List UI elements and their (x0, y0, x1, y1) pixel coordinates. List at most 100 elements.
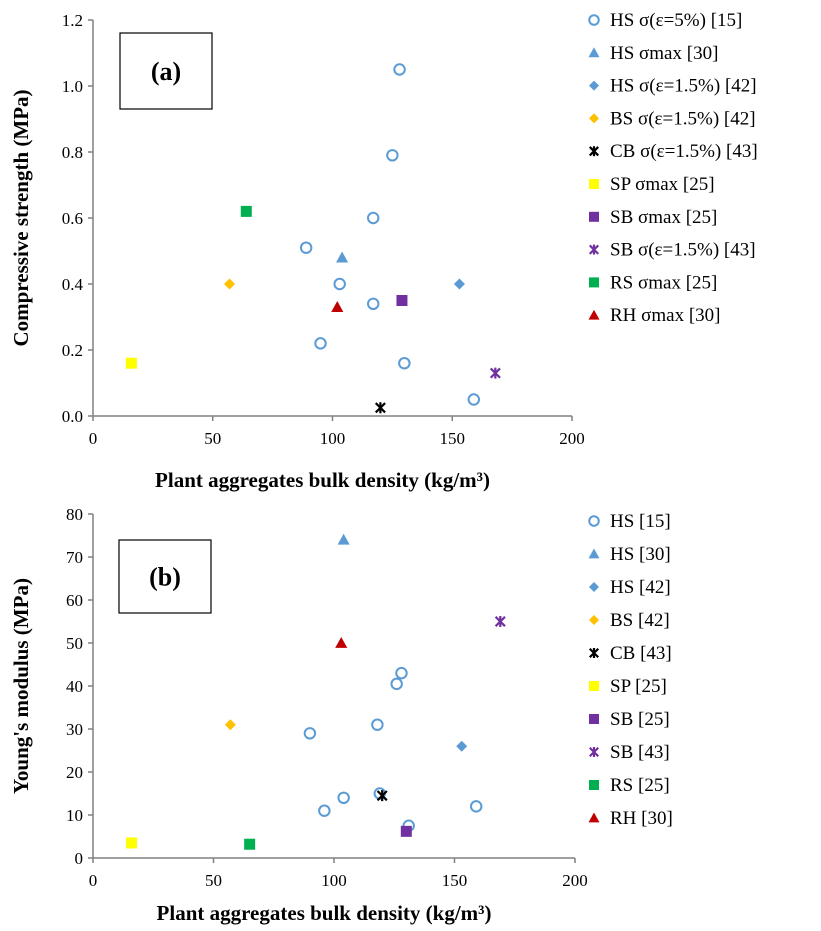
legend-marker (589, 80, 599, 91)
data-point (240, 205, 252, 217)
legend-marker (589, 615, 599, 625)
data-points (126, 533, 506, 850)
y-tick-label: 10 (66, 806, 83, 825)
legend-item: HS σ(ε=5%) [15] (588, 10, 742, 31)
panel-label-box (118, 539, 212, 614)
legend-marker (589, 582, 599, 592)
legend-label: HS σmax [30] (610, 43, 718, 64)
legend-item: SB σmax [25] (589, 207, 717, 228)
legend-label: RS [25] (610, 775, 670, 796)
y-tick-label: 0.4 (62, 275, 84, 294)
panel-label: (b) (149, 563, 181, 592)
x-tick-label: 150 (440, 429, 466, 448)
x-tick-label: 50 (204, 429, 221, 448)
data-point (224, 278, 236, 290)
panel-b: 0 10 20 30 40 50 60 70 80 0 50 100 150 200 Plant aggre… (9, 505, 673, 925)
y-tick-label: 0.6 (62, 209, 83, 228)
y-tick-label: 30 (66, 720, 83, 739)
legend-item: SP σmax [25] (589, 174, 715, 195)
data-point (299, 241, 313, 254)
legend-marker (588, 647, 600, 659)
legend-item: CB σ(ε=1.5%) [43] (588, 141, 758, 162)
data-point (456, 740, 468, 752)
legend-item: SB [25] (589, 709, 670, 730)
x-axis-title: Plant aggregates bulk density (kg/m³) (157, 901, 492, 925)
legend-item: BS σ(ε=1.5%) [42] (589, 108, 756, 129)
legend-marker (589, 714, 599, 724)
legend-marker (588, 146, 600, 157)
legend-label: RH [30] (610, 808, 673, 829)
legend-label: SP [25] (610, 676, 667, 697)
legend-marker (589, 179, 599, 189)
x-tick-label: 50 (205, 871, 222, 890)
data-point (314, 337, 327, 350)
legend-label: RH σmax [30] (610, 305, 721, 326)
data-point (224, 719, 236, 731)
legend-label: BS [42] (610, 610, 670, 631)
data-point (333, 277, 346, 291)
legend-label: HS [42] (610, 577, 671, 598)
x-tick-label: 150 (442, 871, 468, 890)
legend-label: SB [25] (610, 709, 670, 730)
legend-marker (589, 211, 599, 222)
legend-marker (588, 244, 600, 255)
legend-marker (589, 113, 599, 124)
legend-item: BS [42] (589, 610, 670, 631)
y-axis-title: Young's modulus (MPa) (9, 578, 33, 794)
data-point (396, 295, 408, 306)
panel-label: (a) (151, 57, 181, 86)
legend-marker (588, 515, 600, 527)
y-tick-label: 0.8 (62, 143, 83, 162)
y-tick-label: 1.2 (62, 11, 83, 30)
x-tick-label: 100 (320, 429, 346, 448)
legend-label: SP σmax [25] (610, 174, 715, 195)
y-tick-label: 0.0 (62, 407, 83, 426)
legend-marker (588, 47, 600, 58)
legend-item: HS [15] (588, 511, 671, 532)
data-points (125, 63, 501, 414)
legend-marker (589, 780, 599, 790)
y-tick-label: 70 (66, 548, 83, 567)
legend-label: HS σ(ε=5%) [15] (610, 10, 742, 31)
legend-item: HS σmax [30] (588, 43, 718, 64)
data-point (366, 211, 380, 225)
data-point (395, 666, 408, 680)
legend-item: SB [43] (588, 742, 670, 763)
data-point (126, 837, 138, 849)
legend-marker (588, 309, 600, 320)
data-point (318, 804, 331, 817)
data-point (337, 791, 350, 805)
legend-item: RS σmax [25] (589, 272, 717, 293)
panel-label-box (119, 32, 213, 110)
legend-label: HS [30] (610, 544, 671, 565)
data-point (374, 402, 386, 414)
legend-marker (588, 14, 600, 26)
legend-label: CB [43] (610, 643, 672, 664)
x-axis-title: Plant aggregates bulk density (kg/m³) (155, 468, 490, 492)
x-tick-label: 0 (89, 871, 98, 890)
y-tick-label: 80 (66, 505, 83, 524)
legend-item: RS [25] (589, 775, 670, 796)
legend: HS [15] HS [30] HS [42] BS [42] CB [43] SP [2… (588, 511, 673, 829)
legend: HS σ(ε=5%) [15] HS σmax [30] HS σ(ε=1.5%) … (588, 10, 758, 326)
legend-item: RH σmax [30] (588, 305, 721, 326)
legend-label: HS σ(ε=1.5%) [42] (610, 76, 757, 97)
x-tick-label: 0 (89, 429, 98, 448)
legend-label: BS σ(ε=1.5%) [42] (610, 108, 756, 129)
y-tick-label: 60 (66, 591, 83, 610)
y-tick-label: 20 (66, 763, 83, 782)
data-point (376, 790, 388, 802)
legend-item: HS [42] (589, 577, 671, 598)
data-point (390, 677, 403, 691)
legend-label: RS σmax [25] (610, 272, 717, 293)
legend-marker (589, 277, 599, 288)
data-point (244, 838, 256, 850)
legend-item: RH [30] (588, 808, 673, 829)
data-point (494, 616, 506, 627)
data-point (489, 367, 501, 379)
data-point (467, 393, 481, 406)
y-tick-label: 40 (66, 677, 83, 696)
y-tick-label: 0.2 (62, 341, 83, 360)
y-tick-label: 0 (75, 849, 84, 868)
data-point (303, 727, 317, 740)
